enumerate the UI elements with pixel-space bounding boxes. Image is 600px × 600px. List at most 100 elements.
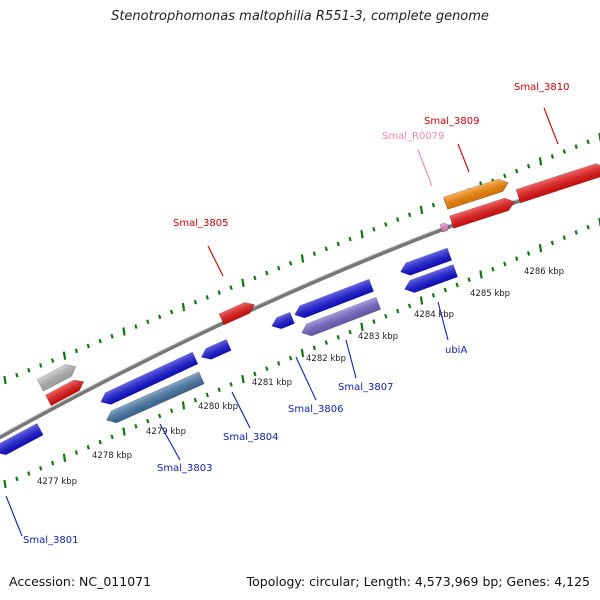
- minor-tick: [169, 408, 174, 413]
- gene-arrow-3806b[interactable]: [292, 278, 374, 321]
- minor-tick: [503, 261, 507, 267]
- minor-tick: [158, 413, 162, 419]
- forward-tick-row: [3, 132, 600, 385]
- gene-label[interactable]: Smal_3810: [514, 82, 569, 93]
- minor-tick: [229, 382, 233, 387]
- accession-text: Accession: NC_011071: [9, 574, 152, 589]
- gene-arrow-r0079[interactable]: [439, 222, 450, 233]
- gene-label[interactable]: Smal_3806: [288, 404, 343, 415]
- minor-tick: [526, 163, 531, 169]
- minor-tick: [455, 282, 459, 288]
- label-leaders: [5, 107, 559, 537]
- minor-tick: [253, 371, 257, 377]
- minor-tick: [312, 251, 317, 256]
- major-tick: [3, 479, 7, 489]
- minor-tick: [229, 285, 233, 290]
- major-tick: [300, 254, 305, 263]
- minor-tick: [86, 445, 90, 450]
- minor-tick: [50, 358, 55, 363]
- minor-tick: [288, 355, 293, 361]
- minor-tick: [515, 168, 519, 174]
- gene-label[interactable]: Smal_R0079: [382, 131, 444, 142]
- kbp-label: 4278 kbp: [92, 451, 132, 461]
- gene-arrow-red-left[interactable]: [45, 376, 87, 407]
- major-tick: [360, 230, 364, 239]
- gene-label[interactable]: Smal_3801: [23, 535, 78, 546]
- minor-tick: [515, 256, 519, 261]
- gene-label[interactable]: Smal_3807: [338, 382, 393, 393]
- gene-arrow-3810[interactable]: [515, 161, 600, 204]
- gene-arrow-ubia-b[interactable]: [402, 264, 458, 296]
- major-tick: [419, 296, 424, 305]
- minor-tick: [27, 471, 31, 476]
- gene-arrow-ubia-a[interactable]: [398, 247, 453, 278]
- minor-tick: [503, 173, 507, 179]
- minor-tick: [526, 251, 531, 256]
- minor-tick: [372, 319, 376, 324]
- label-leader-line: [295, 356, 317, 401]
- minor-tick: [467, 277, 471, 282]
- minor-tick: [205, 295, 209, 300]
- major-tick: [241, 375, 245, 384]
- minor-tick: [277, 361, 281, 366]
- gene-label[interactable]: Smal_3803: [157, 463, 212, 474]
- minor-tick: [396, 308, 400, 314]
- gene-label[interactable]: Smal_3805: [173, 218, 228, 229]
- major-tick: [538, 244, 543, 253]
- minor-tick: [86, 343, 90, 349]
- gene-arrow-3809a[interactable]: [443, 177, 511, 210]
- minor-tick: [431, 202, 436, 208]
- minor-tick: [384, 314, 388, 319]
- gene-arrow-3801[interactable]: [0, 423, 44, 459]
- minor-tick: [217, 387, 221, 392]
- genome-backbone: [0, 171, 600, 440]
- major-tick: [538, 157, 543, 166]
- kbp-label: 4285 kbp: [470, 289, 510, 299]
- minor-tick: [348, 329, 352, 335]
- minor-tick: [348, 236, 352, 242]
- minor-tick: [39, 363, 43, 368]
- minor-tick: [407, 212, 412, 218]
- gene-arrow-3804[interactable]: [199, 339, 232, 362]
- major-tick: [62, 351, 67, 360]
- minor-tick: [193, 397, 198, 403]
- label-leader-line: [457, 143, 470, 173]
- gene-arrow-3809b[interactable]: [449, 196, 517, 229]
- kbp-label: 4277 kbp: [37, 477, 77, 487]
- minor-tick: [491, 266, 495, 272]
- minor-tick: [15, 372, 19, 378]
- major-tick: [241, 278, 245, 287]
- gene-arrow-3803b[interactable]: [104, 371, 205, 426]
- minor-tick: [265, 366, 269, 372]
- minor-tick: [312, 345, 317, 351]
- gene-label[interactable]: ubiA: [445, 345, 467, 356]
- major-tick: [62, 453, 67, 462]
- label-leader-line: [207, 245, 224, 277]
- major-tick: [360, 322, 364, 331]
- minor-tick: [586, 139, 590, 145]
- minor-tick: [336, 241, 340, 247]
- minor-tick: [193, 299, 198, 305]
- gene-label[interactable]: Smal_3804: [223, 432, 278, 443]
- label-leader-line: [345, 339, 357, 379]
- major-tick: [419, 205, 424, 215]
- minor-tick: [586, 224, 590, 230]
- gene-track: [0, 161, 600, 459]
- gene-label[interactable]: Smal_3809: [424, 116, 479, 127]
- minor-tick: [134, 424, 138, 429]
- gene-arrow-3806[interactable]: [270, 311, 295, 331]
- minor-tick: [15, 476, 19, 482]
- major-tick: [479, 270, 483, 279]
- minor-tick: [562, 149, 566, 154]
- major-tick: [3, 375, 7, 385]
- gene-arrow-3805[interactable]: [218, 299, 257, 326]
- gene-arrow-3807[interactable]: [299, 296, 381, 339]
- minor-tick: [407, 303, 412, 309]
- minor-tick: [372, 227, 376, 232]
- gene-arrow-3803a[interactable]: [98, 351, 199, 408]
- label-leader-line: [437, 301, 449, 341]
- gene-arrow-grey[interactable]: [36, 361, 78, 392]
- minor-tick: [265, 270, 269, 276]
